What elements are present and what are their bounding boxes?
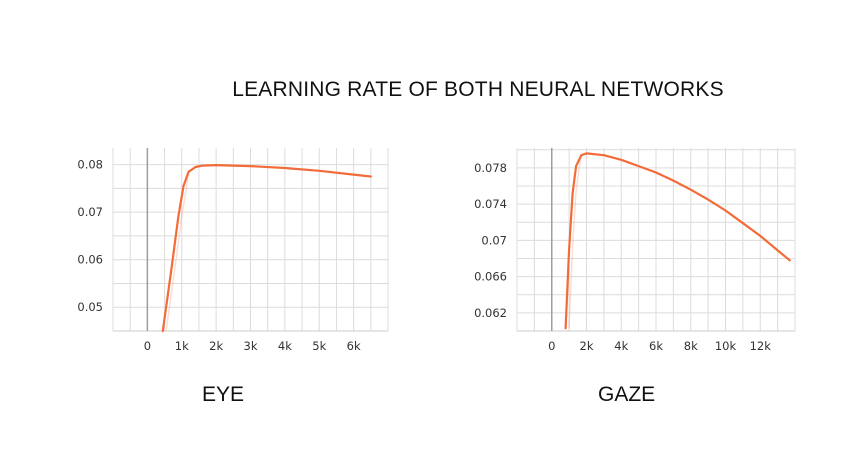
y-tick-label: 0.07 <box>481 233 507 247</box>
series-raw-line <box>165 164 371 332</box>
x-tick-label: 0 <box>144 339 151 353</box>
x-tick-label: 2k <box>580 339 594 353</box>
x-tick-label: 0 <box>548 339 555 353</box>
y-tick-label: 0.05 <box>77 300 103 314</box>
x-tick-label: 10k <box>715 339 737 353</box>
gaze-learning-rate-chart: 0 2k 4k 6k 8k 10k 12k 0.062 0.066 0.07 0.074 0.078 <box>474 148 796 353</box>
y-tick-label: 0.074 <box>474 197 507 211</box>
x-tick-label: 1k <box>175 339 189 353</box>
x-tick-label: 5k <box>312 339 326 353</box>
series-line <box>161 164 372 333</box>
x-tick-label: 4k <box>614 339 628 353</box>
eye-caption: EYE <box>202 383 245 406</box>
page-title: LEARNING RATE OF BOTH NEURAL NETWORKS <box>232 78 724 101</box>
y-tick-label: 0.066 <box>474 270 507 284</box>
x-tick-label: 3k <box>244 339 258 353</box>
y-tick-label: 0.06 <box>77 253 103 267</box>
x-tick-label: 8k <box>684 339 698 353</box>
y-tick-label: 0.08 <box>77 158 103 172</box>
series-line <box>564 152 791 330</box>
y-tick-label: 0.062 <box>474 306 507 320</box>
eye-learning-rate-chart: 0 1k 2k 3k 4k 5k 6k 0.05 0.06 0.07 0.08 <box>77 148 389 353</box>
x-tick-label: 6k <box>347 339 361 353</box>
x-tick-label: 6k <box>649 339 663 353</box>
x-tick-label: 12k <box>750 339 772 353</box>
x-tick-label: 2k <box>209 339 223 353</box>
y-tick-label: 0.078 <box>474 161 507 175</box>
x-tick-label: 4k <box>278 339 292 353</box>
y-tick-label: 0.07 <box>77 205 103 219</box>
gaze-caption: GAZE <box>598 383 656 406</box>
